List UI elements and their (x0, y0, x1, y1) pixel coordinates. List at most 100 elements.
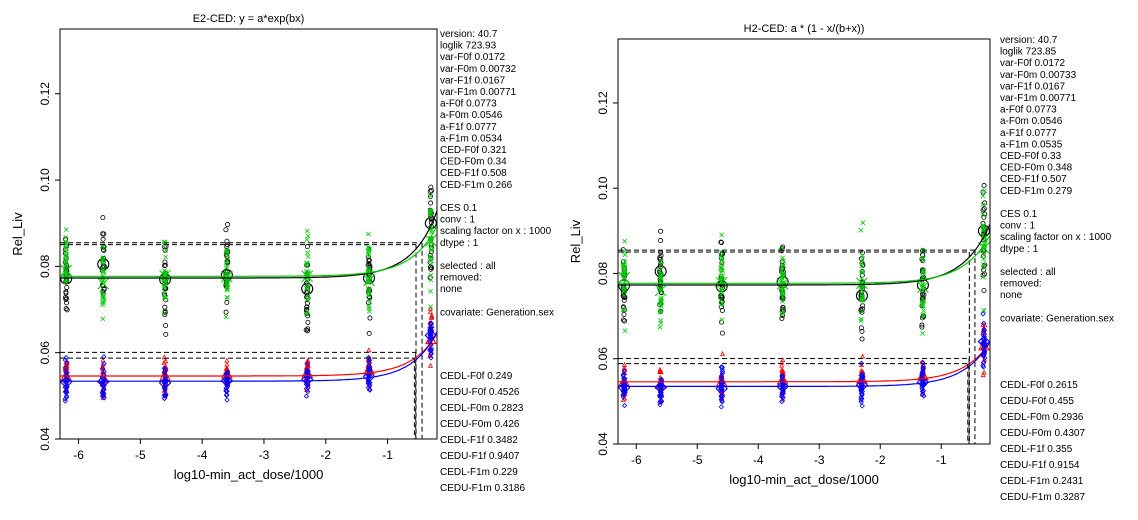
x-axis-label: log10-min_act_dose/1000 (174, 467, 324, 482)
data-point-f1m (657, 382, 663, 389)
data-point-f0m (980, 321, 986, 327)
data-point-f1f (718, 297, 724, 303)
data-point-f0f (100, 231, 106, 237)
data-point-f0m (621, 365, 628, 371)
data-point-f1f (101, 269, 107, 275)
data-point-f0f (100, 215, 106, 221)
data-point-f1f (303, 286, 309, 291)
data-point-f0f (162, 262, 168, 268)
data-point-f1m (621, 402, 628, 409)
data-point-f1m (921, 393, 927, 399)
data-point-f1m (101, 354, 107, 360)
data-point-f0f (718, 239, 724, 245)
y-tick-label: 0.12 (38, 82, 52, 106)
data-point-f1m (303, 386, 310, 392)
data-point-f0f (658, 238, 664, 244)
info-line: dtype : 1 (1000, 244, 1039, 255)
data-point-f0f (718, 240, 724, 246)
data-point-f0f (163, 322, 169, 328)
data-point-f1f (720, 273, 725, 279)
data-point-f1f (859, 309, 865, 315)
data-point-f1f (305, 233, 311, 239)
data-point-f1f (366, 308, 372, 314)
ci-line: CEDL-F0m 0.2936 (1000, 412, 1084, 423)
data-point-f1f (719, 232, 724, 238)
data-point-f1f (621, 293, 627, 298)
data-point-f1f (980, 202, 986, 208)
data-point-f0f (719, 295, 725, 301)
data-point-f1f (428, 277, 434, 283)
x-tick-label: -4 (197, 448, 208, 462)
data-point-f1f (658, 270, 663, 276)
data-point-f0f (919, 315, 925, 321)
data-point-f1f (980, 222, 986, 228)
data-point-f0f (305, 326, 311, 332)
data-point-f1f (62, 246, 68, 252)
data-point-f1f (428, 213, 434, 219)
data-point-f1f (161, 239, 167, 245)
fitted-curve-f1m (618, 341, 990, 387)
data-point-f1f (62, 239, 68, 245)
data-point-f0m (779, 366, 785, 372)
data-point-f1m (718, 394, 724, 400)
ci-line: CEDU-F0f 0.4526 (440, 387, 520, 398)
data-point-f0f (162, 304, 168, 310)
group-mean-f1f (618, 271, 630, 284)
data-point-f1m (981, 339, 987, 345)
y-tick-label: 0.10 (596, 176, 610, 200)
y-tick-label: 0.04 (38, 427, 52, 451)
info-line: CED-F1m 0.266 (440, 180, 513, 191)
data-point-f1m (303, 393, 310, 399)
data-point-f0f (621, 311, 627, 317)
data-point-f1f (980, 224, 986, 230)
data-point-f1m (428, 355, 434, 361)
data-point-f1f (366, 289, 372, 294)
info-line: CED-F0m 0.34 (440, 157, 507, 168)
data-point-f0m (720, 350, 726, 356)
group-mean-f1f (424, 234, 437, 247)
fitted-curve-f1m (60, 331, 437, 382)
data-point-f1f (224, 263, 230, 269)
data-point-f0m (427, 362, 434, 368)
x-tick-label: -3 (259, 448, 270, 462)
data-point-f1f (163, 295, 169, 300)
data-point-f0f (366, 330, 372, 336)
data-point-f1f (858, 227, 864, 233)
info-line: a-F1f 0.0777 (1000, 128, 1057, 139)
data-point-f1f (622, 238, 628, 244)
data-point-f1f (304, 311, 310, 317)
info-line: removed: (440, 273, 482, 284)
data-point-f0f (982, 200, 988, 206)
data-point-f1f (100, 316, 106, 322)
data-point-f1f (780, 272, 786, 278)
data-point-f1m (657, 378, 664, 385)
ci-line: CEDL-F1f 0.3482 (440, 435, 518, 446)
info-line: selected : all (440, 261, 496, 272)
plot-frame (59, 28, 438, 440)
fitted-curve-f0m (618, 342, 990, 383)
data-point-f1f (620, 261, 626, 267)
group-mean-f1f (654, 284, 667, 297)
data-point-f1m (161, 380, 168, 386)
data-point-f1f (781, 258, 786, 264)
info-line: CES 0.1 (440, 203, 478, 214)
data-area (618, 183, 990, 444)
data-point-f1f (921, 298, 926, 304)
data-point-f1f (101, 262, 107, 268)
data-point-f1m (162, 392, 168, 398)
data-point-f1f (225, 253, 231, 259)
info-line: covariate: Generation.sex (1000, 313, 1114, 324)
info-line: CED-F1f 0.508 (440, 168, 507, 179)
data-point-f1m (101, 361, 107, 367)
data-point-f0f (63, 289, 69, 295)
data-point-f1f (622, 264, 628, 269)
info-line: none (1000, 290, 1023, 301)
data-point-f1f (718, 292, 724, 298)
data-point-f1m (64, 370, 70, 376)
data-point-f1m (718, 373, 725, 379)
ci-line: CEDU-F1m 0.3287 (1000, 492, 1085, 503)
info-line: var-F0f 0.0172 (1000, 58, 1065, 69)
group-mean-f1m (96, 375, 110, 388)
data-point-f1f (64, 255, 70, 261)
data-point-f1m (305, 385, 311, 391)
